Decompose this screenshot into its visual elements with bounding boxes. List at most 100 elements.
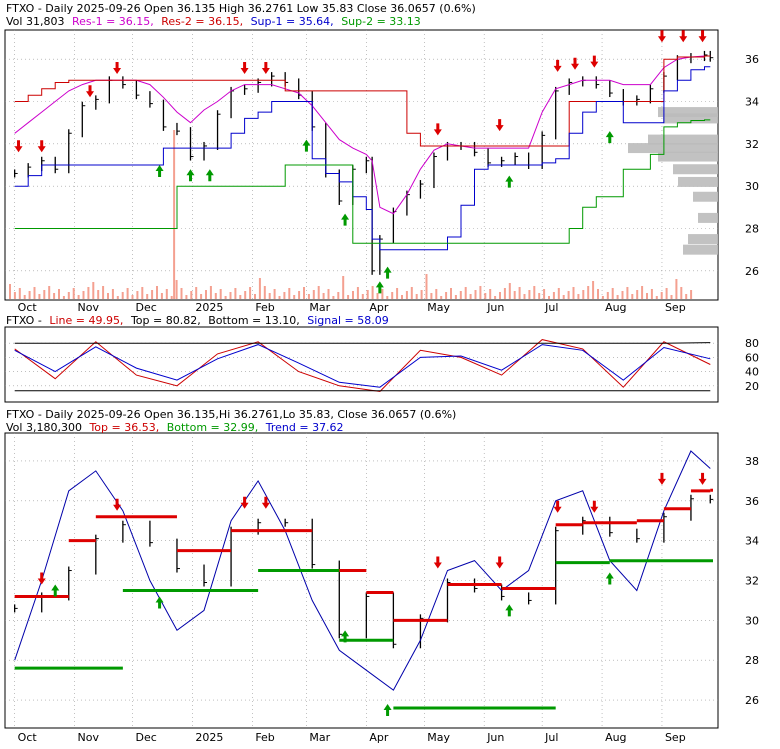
p3-ytick-2: 34: [745, 535, 759, 548]
volume-bar-8: [48, 286, 50, 299]
volume-bar-21: [112, 289, 114, 299]
p1-sup1: Sup-1 = 35.64,: [251, 15, 334, 28]
volume-profile-bar-4: [658, 152, 718, 162]
p1-xtick-2: Dec: [136, 301, 157, 314]
volume-bar-112: [558, 288, 560, 299]
volume-bar-39: [200, 294, 202, 299]
p3-legend-line: Vol 3,180,300 Top = 36.53, Bottom = 32.9…: [6, 421, 344, 434]
volume-bar-68: [342, 276, 344, 299]
volume-bar-18: [97, 290, 99, 299]
p2-ytick-2: 40: [745, 366, 759, 379]
volume-profile-bar-6: [678, 177, 718, 187]
volume-bar-81: [406, 291, 408, 299]
volume-bar-109: [543, 289, 545, 299]
volume-bar-105: [524, 294, 526, 299]
p3-xtick-8: Jun: [486, 731, 504, 744]
volume-bar-139: [690, 290, 692, 299]
volume-bar-20: [107, 293, 109, 299]
volume-bar-83: [416, 294, 418, 299]
volume-bar-129: [641, 286, 643, 299]
p3-ytick-6: 26: [745, 694, 759, 707]
volume-bar-130: [646, 293, 648, 299]
volume-bar-101: [504, 288, 506, 299]
volume-bar-12: [68, 292, 70, 299]
p2-bottom: Bottom = 13.10,: [208, 314, 300, 327]
p3-xtick-3: 2025: [195, 731, 223, 744]
volume-bar-43: [220, 289, 222, 299]
volume-bar-94: [470, 294, 472, 299]
volume-bar-40: [205, 290, 207, 299]
volume-bar-137: [680, 287, 682, 299]
volume-bar-55: [279, 296, 281, 299]
volume-bar-47: [239, 295, 241, 299]
p3-ytick-1: 36: [745, 495, 759, 508]
volume-bar-65: [328, 289, 330, 299]
volume-bar-134: [666, 288, 668, 299]
volume-bar-64: [323, 293, 325, 299]
volume-bar-78: [391, 292, 393, 299]
p1-sup2: Sup-2 = 33.13: [341, 15, 421, 28]
volume-profile-bar-9: [698, 213, 718, 223]
volume-bar-49: [249, 287, 251, 299]
volume-bar-28: [146, 294, 148, 299]
p1-res1: Res-1 = 36.15,: [72, 15, 154, 28]
volume-bar-104: [519, 287, 521, 299]
volume-bar-89: [445, 292, 447, 299]
volume-bar-99: [494, 296, 496, 299]
p3-xtick-10: Aug: [605, 731, 626, 744]
p2-signal: Signal = 58.09: [307, 314, 389, 327]
volume-bar-84: [421, 290, 423, 299]
volume-bar-66: [332, 296, 334, 299]
volume-bar-10: [58, 289, 60, 299]
p3-ytick-0: 38: [745, 455, 759, 468]
p2-ytick-1: 60: [745, 351, 759, 364]
volume-bar-69: [347, 295, 349, 299]
p1-xtick-0: Oct: [18, 301, 38, 314]
volume-bar-63: [318, 286, 320, 299]
volume-bar-70: [352, 291, 354, 299]
p3-xtick-2: Dec: [136, 731, 157, 744]
volume-bar-27: [141, 287, 143, 299]
p3-trend: Trend = 37.62: [265, 421, 344, 434]
volume-bar-45: [230, 292, 232, 299]
volume-bar-87: [435, 289, 437, 299]
volume-bar-33: [171, 296, 173, 299]
volume-bar-16: [87, 287, 89, 299]
volume-bar-15: [83, 291, 85, 299]
p3-ytick-4: 30: [745, 614, 759, 627]
volume-bar-106: [528, 290, 530, 299]
p2-legend-line: FTXO - Line = 49.95, Top = 80.82, Bottom…: [6, 314, 389, 327]
volume-bar-132: [656, 296, 658, 299]
volume-bar-48: [244, 291, 246, 299]
volume-spike-bar: [173, 130, 175, 299]
p2-line: Line = 49.95,: [49, 314, 123, 327]
volume-bar-42: [215, 293, 217, 299]
volume-bar-120: [597, 289, 599, 299]
volume-bar-126: [626, 287, 628, 299]
p1-legend-line: Vol 31,803 Res-1 = 36.15, Res-2 = 36.15,…: [6, 15, 421, 28]
volume-bar-29: [151, 290, 153, 299]
volume-bar-131: [651, 289, 653, 299]
volume-bar-119: [592, 281, 594, 299]
volume-bar-1: [14, 292, 16, 299]
p1-xtick-7: May: [427, 301, 450, 314]
volume-bar-121: [602, 296, 604, 299]
volume-profile-bar-10: [693, 192, 718, 202]
volume-bar-79: [396, 288, 398, 299]
volume-bar-61: [308, 294, 310, 299]
p1-res2: Res-2 = 36.15,: [161, 15, 243, 28]
volume-bar-128: [636, 290, 638, 299]
p1-ytick-4: 28: [745, 223, 759, 236]
p3-ytick-3: 32: [745, 575, 759, 588]
p3-xtick-9: Jul: [544, 731, 558, 744]
volume-bar-53: [269, 293, 271, 299]
volume-bar-116: [577, 294, 579, 299]
volume-bar-95: [475, 290, 477, 299]
volume-bar-26: [136, 291, 138, 299]
volume-bar-57: [288, 288, 290, 299]
volume-bar-98: [489, 289, 491, 299]
volume-bar-56: [283, 292, 285, 299]
p1-xtick-1: Nov: [78, 301, 100, 314]
